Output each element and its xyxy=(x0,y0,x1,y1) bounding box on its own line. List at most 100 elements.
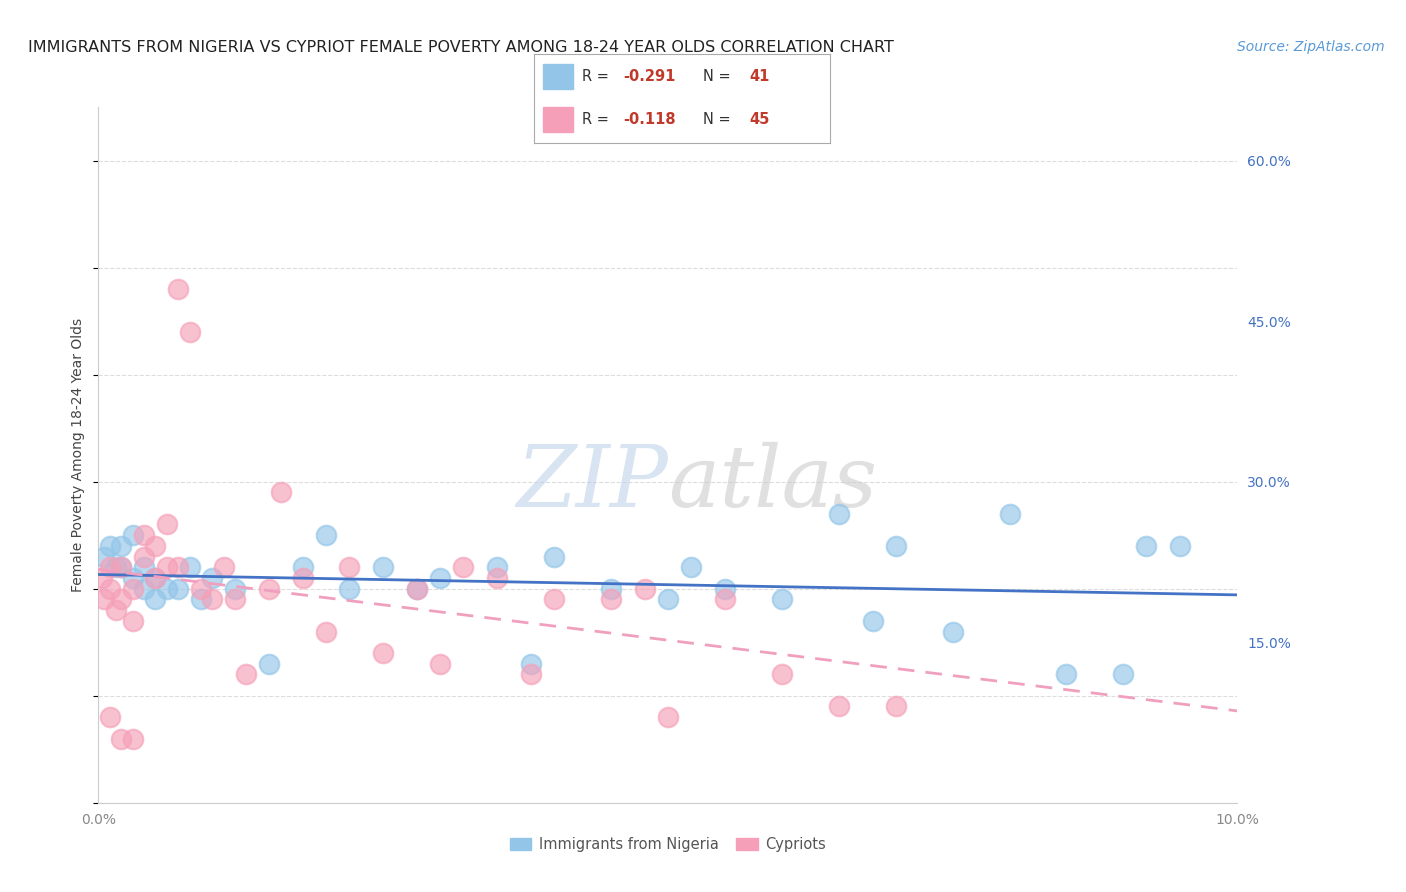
Point xyxy=(828,507,851,521)
Point xyxy=(190,582,212,596)
Point xyxy=(201,592,224,607)
Point xyxy=(259,657,281,671)
Point xyxy=(132,528,155,542)
Point xyxy=(373,560,395,574)
Point xyxy=(156,517,179,532)
Point xyxy=(145,571,167,585)
Point xyxy=(406,582,429,596)
Point xyxy=(543,592,565,607)
Point xyxy=(156,582,179,596)
Point xyxy=(98,710,121,724)
Point xyxy=(451,560,474,574)
Point xyxy=(98,560,121,574)
Bar xyxy=(543,64,572,89)
Point xyxy=(657,710,679,724)
Point xyxy=(145,539,167,553)
Point xyxy=(90,571,112,585)
Bar xyxy=(543,107,572,132)
Point xyxy=(98,582,121,596)
Point xyxy=(1112,667,1135,681)
Point xyxy=(110,592,132,607)
Point xyxy=(121,614,143,628)
Point xyxy=(657,592,679,607)
Text: N =: N = xyxy=(703,69,735,84)
Point xyxy=(224,582,246,596)
Point xyxy=(121,528,143,542)
Point xyxy=(190,592,212,607)
Text: -0.291: -0.291 xyxy=(623,69,675,84)
Point xyxy=(337,582,360,596)
Point xyxy=(1135,539,1157,553)
Point xyxy=(679,560,702,574)
Point xyxy=(212,560,235,574)
Point xyxy=(132,582,155,596)
Point xyxy=(714,592,737,607)
Point xyxy=(93,549,115,564)
Point xyxy=(110,539,132,553)
Legend: Immigrants from Nigeria, Cypriots: Immigrants from Nigeria, Cypriots xyxy=(503,831,832,858)
Point xyxy=(104,560,127,574)
Point xyxy=(121,582,143,596)
Point xyxy=(429,657,451,671)
Point xyxy=(315,528,337,542)
Point xyxy=(337,560,360,574)
Point xyxy=(429,571,451,585)
Point xyxy=(1170,539,1192,553)
Text: R =: R = xyxy=(582,112,613,128)
Point xyxy=(770,667,793,681)
Point xyxy=(132,549,155,564)
Point xyxy=(600,592,623,607)
Text: Source: ZipAtlas.com: Source: ZipAtlas.com xyxy=(1237,40,1385,54)
Point xyxy=(884,699,907,714)
Text: -0.118: -0.118 xyxy=(623,112,675,128)
Point xyxy=(167,560,190,574)
Text: 45: 45 xyxy=(749,112,770,128)
Point xyxy=(998,507,1021,521)
Point xyxy=(121,571,143,585)
Point xyxy=(167,582,190,596)
Text: N =: N = xyxy=(703,112,735,128)
Point xyxy=(201,571,224,585)
Point xyxy=(862,614,884,628)
Point xyxy=(104,603,127,617)
Point xyxy=(259,582,281,596)
Point xyxy=(942,624,965,639)
Point xyxy=(93,592,115,607)
Point xyxy=(1056,667,1078,681)
Point xyxy=(543,549,565,564)
Point xyxy=(98,539,121,553)
Point xyxy=(110,560,132,574)
Point xyxy=(486,571,509,585)
Point xyxy=(406,582,429,596)
Point xyxy=(292,560,315,574)
Text: ZIP: ZIP xyxy=(516,442,668,524)
Point xyxy=(315,624,337,639)
Point xyxy=(110,560,132,574)
Y-axis label: Female Poverty Among 18-24 Year Olds: Female Poverty Among 18-24 Year Olds xyxy=(72,318,86,592)
Text: 41: 41 xyxy=(749,69,770,84)
Point xyxy=(884,539,907,553)
Text: IMMIGRANTS FROM NIGERIA VS CYPRIOT FEMALE POVERTY AMONG 18-24 YEAR OLDS CORRELAT: IMMIGRANTS FROM NIGERIA VS CYPRIOT FEMAL… xyxy=(28,40,894,55)
Point xyxy=(600,582,623,596)
Point xyxy=(121,731,143,746)
Point xyxy=(292,571,315,585)
Point xyxy=(714,582,737,596)
Point xyxy=(179,560,201,574)
Text: atlas: atlas xyxy=(668,442,877,524)
Point xyxy=(145,592,167,607)
Point xyxy=(373,646,395,660)
Point xyxy=(224,592,246,607)
Point xyxy=(167,282,190,296)
Point xyxy=(770,592,793,607)
Point xyxy=(156,560,179,574)
Point xyxy=(828,699,851,714)
Point xyxy=(520,667,543,681)
Point xyxy=(145,571,167,585)
Point xyxy=(235,667,257,681)
Text: R =: R = xyxy=(582,69,613,84)
Point xyxy=(486,560,509,574)
Point xyxy=(110,731,132,746)
Point xyxy=(270,485,292,500)
Point xyxy=(634,582,657,596)
Point xyxy=(179,325,201,339)
